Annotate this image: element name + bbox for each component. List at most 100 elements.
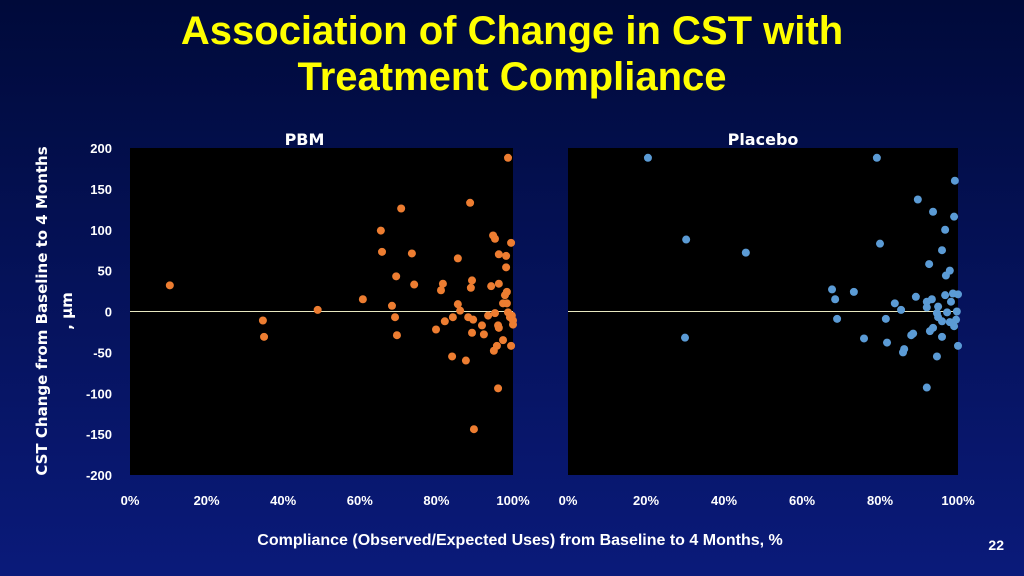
data-point — [741, 248, 750, 257]
x-tick-label: 40% — [270, 493, 296, 508]
data-point — [952, 307, 961, 316]
y-tick-label: 200 — [90, 141, 112, 156]
data-point — [938, 332, 947, 341]
data-point — [487, 282, 496, 291]
data-point — [890, 299, 899, 308]
data-point — [358, 295, 367, 304]
data-point — [643, 153, 652, 162]
data-point — [938, 246, 947, 255]
data-point — [499, 336, 508, 345]
data-point — [469, 315, 478, 324]
x-tick-label: 0% — [121, 493, 140, 508]
data-point — [941, 225, 950, 234]
data-point — [502, 263, 511, 272]
data-point — [954, 341, 962, 350]
y-axis-label-line-1: CST Change from Baseline to 4 Months — [33, 146, 51, 475]
data-point — [913, 195, 922, 204]
data-point — [922, 383, 931, 392]
data-point — [392, 331, 401, 340]
data-point — [489, 346, 498, 355]
data-point — [943, 308, 952, 317]
data-point — [500, 291, 509, 300]
data-point — [494, 279, 503, 288]
x-tick-label: 80% — [867, 493, 893, 508]
data-point — [258, 316, 267, 325]
data-point — [448, 352, 457, 361]
title-line-1: Association of Change in CST with — [180, 9, 844, 53]
data-point — [897, 305, 906, 314]
y-tick-label: -150 — [86, 427, 112, 442]
data-point — [927, 295, 936, 304]
data-point — [494, 250, 503, 259]
data-point — [925, 327, 934, 336]
data-point — [397, 204, 406, 213]
data-point — [849, 287, 858, 296]
data-point — [950, 176, 959, 185]
data-point — [453, 300, 462, 309]
x-axis-label: Compliance (Observed/Expected Uses) from… — [257, 532, 783, 549]
data-point — [469, 425, 478, 434]
data-point — [313, 305, 322, 314]
data-point — [504, 153, 513, 162]
data-point — [410, 280, 419, 289]
data-point — [831, 295, 840, 304]
data-point — [165, 281, 174, 290]
data-point — [453, 254, 462, 263]
data-point — [479, 330, 488, 339]
data-point — [260, 332, 269, 341]
data-point — [952, 315, 961, 324]
data-point — [911, 292, 920, 301]
data-point — [461, 356, 470, 365]
data-point — [876, 239, 884, 248]
data-point — [507, 238, 516, 247]
data-point — [490, 234, 499, 243]
data-point — [941, 291, 950, 300]
data-point — [883, 338, 892, 347]
data-point — [407, 249, 416, 258]
data-point — [941, 271, 950, 280]
data-point — [456, 306, 465, 315]
data-point — [925, 260, 934, 269]
data-point — [860, 334, 869, 343]
data-point — [466, 283, 475, 292]
data-point — [899, 348, 908, 357]
data-point — [954, 290, 962, 299]
y-tick-label: 150 — [90, 182, 112, 197]
data-point — [391, 313, 400, 322]
data-point — [681, 333, 689, 342]
data-point — [932, 352, 941, 361]
data-point — [376, 226, 385, 235]
data-point — [950, 322, 959, 331]
data-point — [950, 212, 959, 221]
data-point — [907, 331, 916, 340]
x-tick-label: 60% — [789, 493, 815, 508]
data-point — [484, 311, 493, 320]
data-point — [378, 247, 387, 256]
data-point — [828, 285, 837, 294]
data-point — [922, 303, 931, 312]
data-point — [432, 325, 441, 334]
data-point — [466, 198, 475, 207]
data-point — [494, 323, 503, 332]
title-line-2: Treatment Compliance — [297, 55, 727, 99]
x-tick-label: 80% — [423, 493, 449, 508]
data-point — [477, 321, 486, 330]
y-tick-label: -50 — [93, 345, 112, 360]
x-tick-label: 0% — [559, 493, 578, 508]
data-point — [448, 313, 457, 322]
data-point — [494, 384, 503, 393]
y-tick-label: 0 — [105, 305, 112, 320]
data-point — [929, 207, 938, 216]
data-point — [881, 314, 890, 323]
y-tick-label: -100 — [86, 386, 112, 401]
data-point — [502, 299, 511, 308]
data-point — [468, 276, 477, 285]
panel-title: Placebo — [728, 130, 799, 149]
data-point — [938, 317, 947, 326]
panel-title: PBM — [285, 130, 325, 149]
x-tick-label: 20% — [633, 493, 659, 508]
data-point — [507, 341, 516, 350]
slide-title: Association of Change in CST with Treatm… — [0, 8, 1024, 100]
data-point — [438, 279, 447, 288]
